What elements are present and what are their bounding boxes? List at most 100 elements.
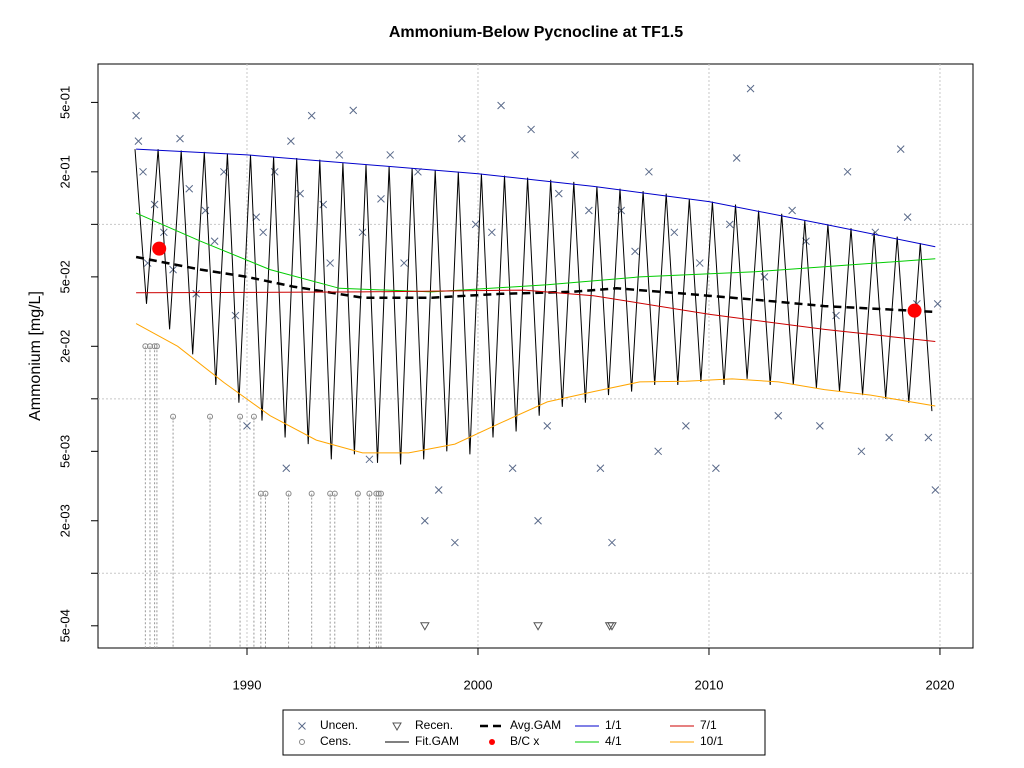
data-point [896,145,905,153]
y-tick-label: 5e-03 [57,435,72,468]
data-point [231,311,240,320]
data-point [682,421,690,430]
legend-label: B/C x [510,734,539,748]
legend-label: 10/1 [700,734,724,748]
data-point [760,273,769,281]
data-point [386,151,395,159]
series-line [136,148,936,248]
data-point [695,259,704,267]
data-point [933,300,942,308]
y-axis-label: Ammonium [mg/L] [27,291,44,421]
data-point [451,538,459,547]
data-point [210,237,219,246]
data-point [349,106,358,115]
legend-swatch [489,739,495,745]
data-point [924,433,933,442]
legend-swatch [299,739,305,745]
data-point [354,490,361,497]
series-line [135,255,936,314]
data-point [259,228,268,237]
legend-label: Uncen. [320,718,358,732]
data-point [153,343,160,350]
data-point [596,464,605,473]
data-point [746,84,755,93]
series-line [136,289,936,342]
data-point [434,486,443,494]
series-line [135,212,936,293]
data-point [421,516,429,525]
data-point [571,151,579,159]
data-point [631,247,639,256]
data-point [170,413,177,420]
data-point [252,213,261,221]
data-point [815,421,824,430]
legend-box [282,709,766,756]
y-tick-label: 2e-03 [57,504,72,537]
data-point [132,111,140,120]
data-point [527,125,535,134]
data-point [201,206,210,215]
x-tick-label: 2020 [926,677,955,692]
data-point [400,259,408,267]
data-point [287,137,295,145]
series-line [134,149,933,465]
data-point [377,194,385,203]
data-point [307,111,316,120]
data-point [712,464,720,473]
data-point [319,200,328,209]
data-point [645,167,653,176]
data-point [903,213,912,221]
data-point [207,413,214,420]
chart-title: Ammonium-Below Pycnocline at TF1.5 [389,24,683,41]
data-point [282,464,291,473]
y-tick-label: 2e-02 [57,330,72,363]
data-point [377,490,384,497]
data-point [366,490,373,497]
data-point [857,447,866,456]
data-point [139,167,147,176]
data-point [725,220,734,229]
data-point [843,167,852,176]
data-point [419,622,430,631]
data-point [497,101,505,110]
legend-label: 7/1 [700,718,717,732]
data-point [331,490,338,497]
data-point [243,421,251,430]
y-tick-label: 5e-02 [57,260,72,293]
legend-swatch [392,722,402,732]
data-point [608,538,616,547]
data-point [670,228,679,237]
data-point [250,413,257,420]
data-point [262,490,269,497]
x-tick-label: 2010 [695,677,724,692]
data-point [732,154,741,162]
data-point [471,220,480,229]
data-point [152,241,167,256]
x-tick-label: 1990 [233,677,262,692]
data-point [607,622,617,631]
data-point [237,413,244,420]
data-point [585,206,593,215]
data-point [533,622,543,631]
data-point [365,455,374,464]
data-point [185,184,194,193]
x-tick-label: 2000 [464,677,493,692]
y-tick-label: 5e-04 [57,609,72,642]
data-point [774,411,783,420]
legend-swatch [298,722,306,730]
legend-label: Avg.GAM [510,718,561,732]
data-point [457,134,466,143]
data-point [134,137,143,145]
legend-label: Recen. [415,718,453,732]
y-tick-label: 5e-01 [57,86,72,119]
data-point [554,189,563,198]
data-point [176,134,184,143]
data-point [654,447,663,456]
data-point [285,490,292,497]
data-point [788,206,796,215]
legend-label: 4/1 [605,734,622,748]
data-point [931,486,940,494]
y-tick-label: 2e-01 [57,155,72,188]
data-point [326,259,335,267]
